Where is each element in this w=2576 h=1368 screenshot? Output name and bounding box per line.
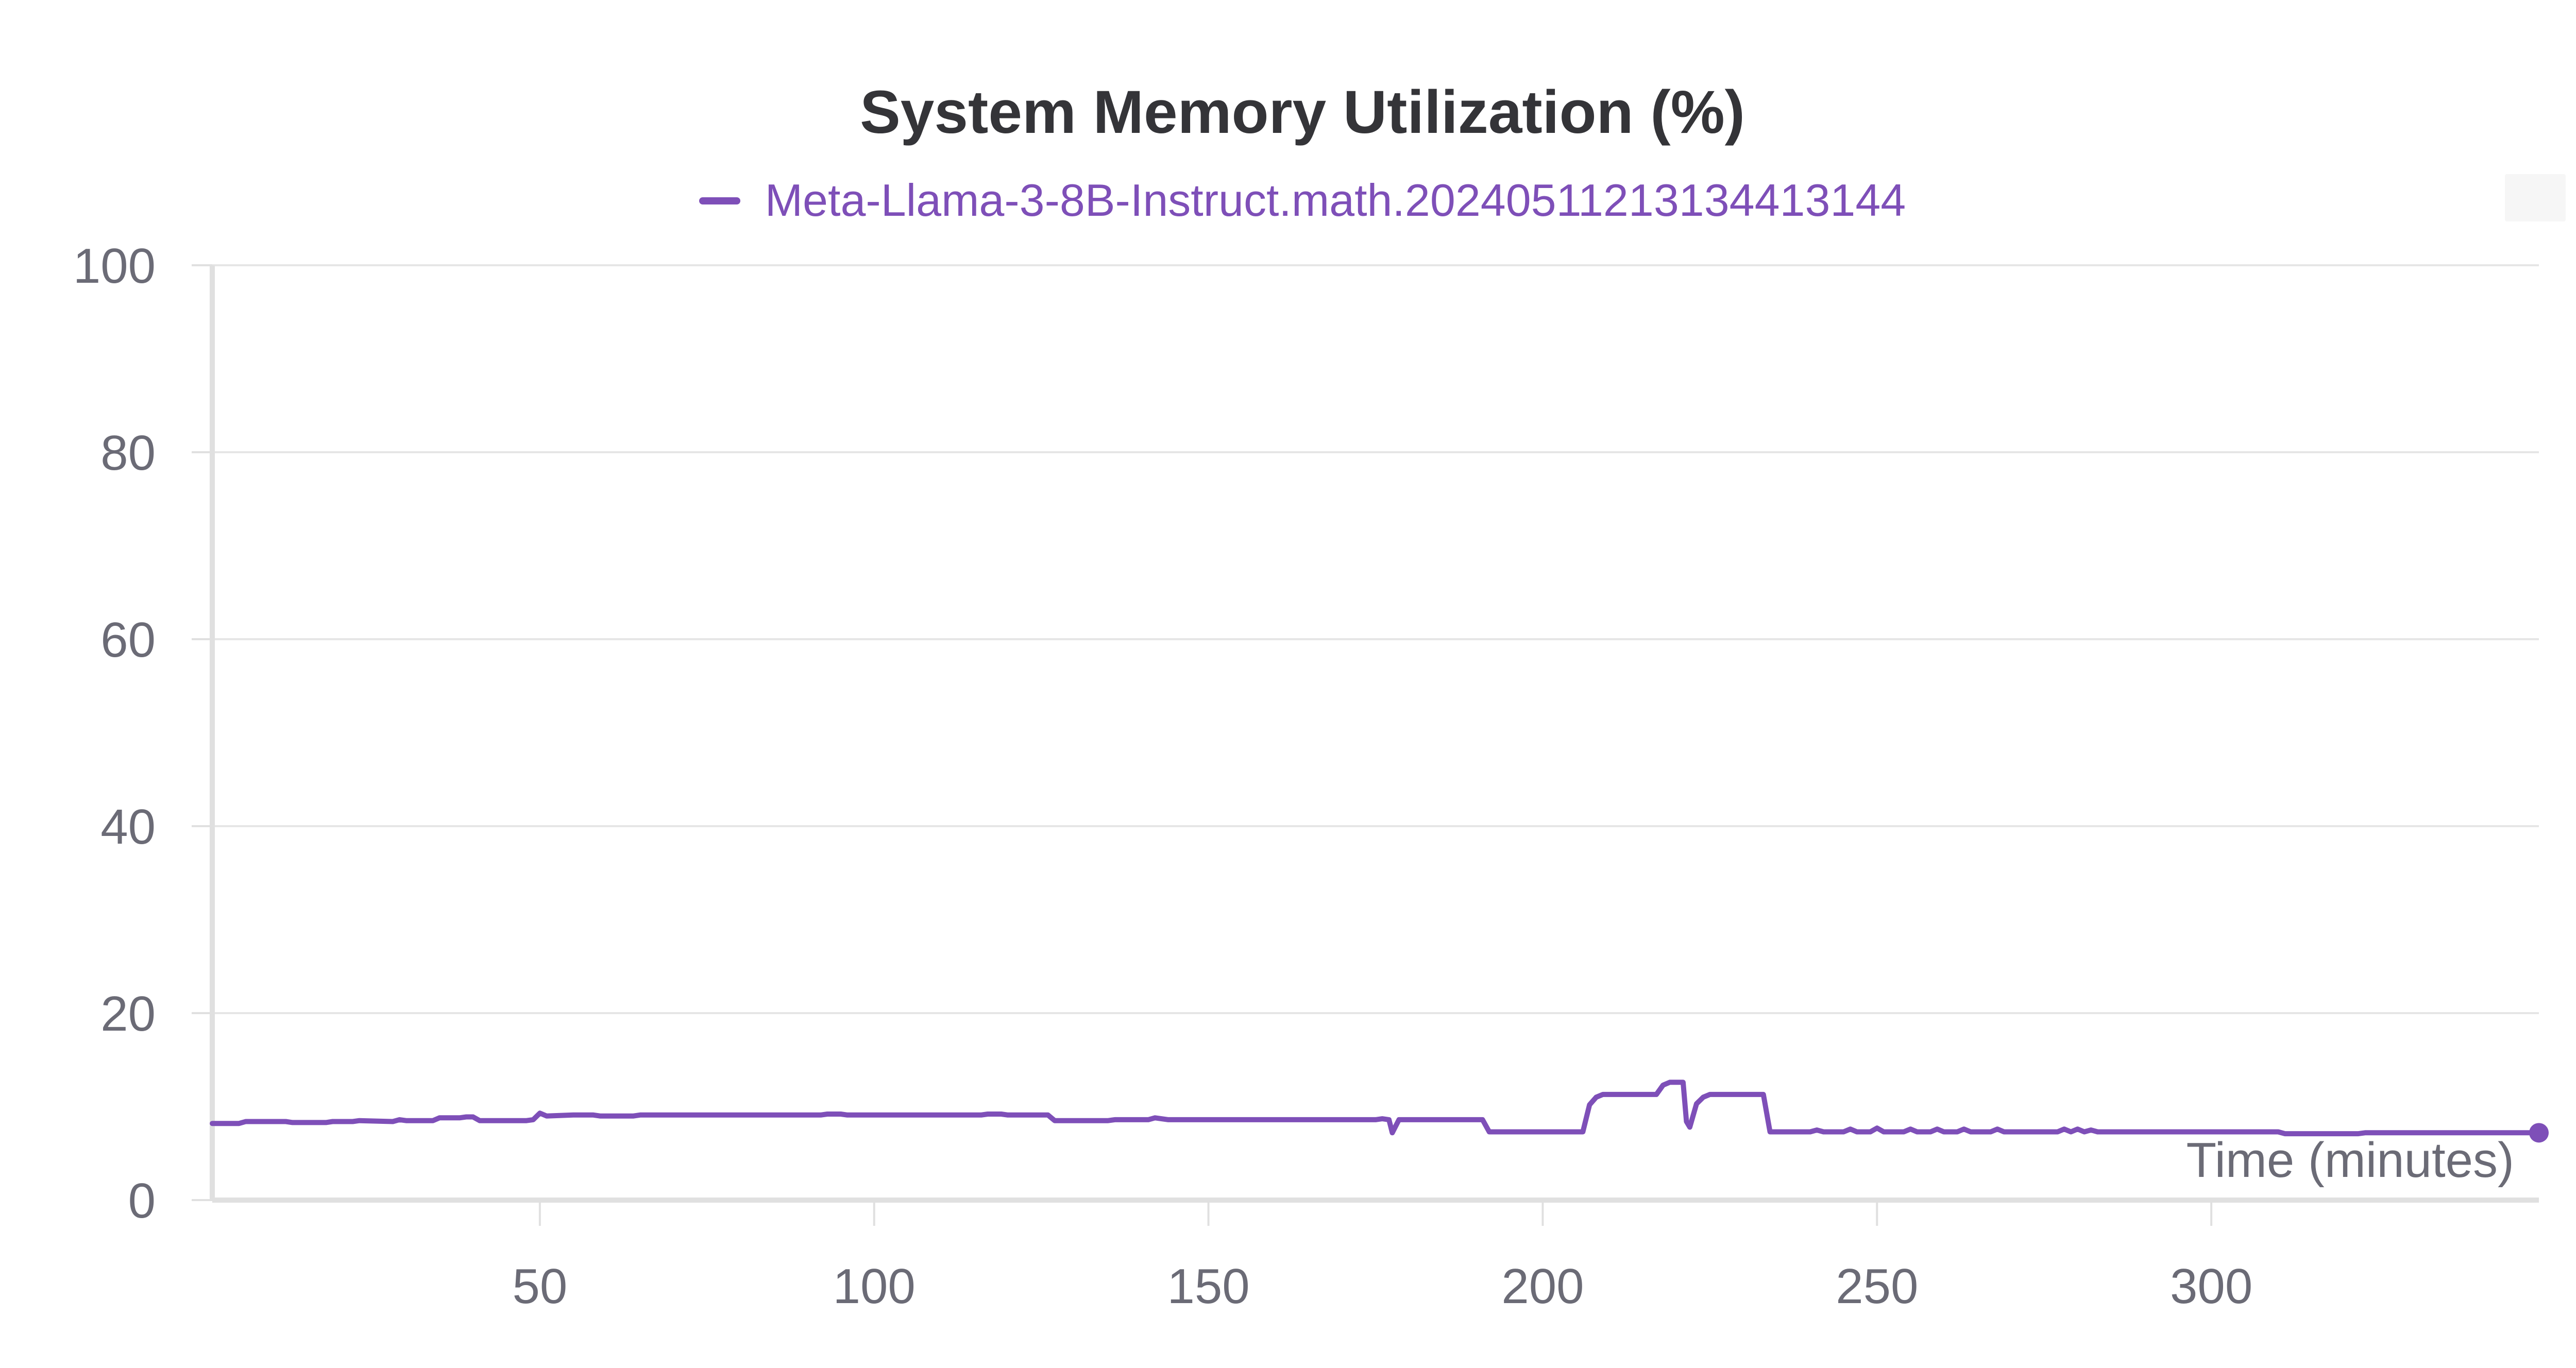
series-end-marker[interactable] (2529, 1123, 2549, 1143)
axes (192, 264, 2539, 1226)
x-tick-label: 200 (1501, 1259, 1584, 1314)
x-tick-label: 100 (833, 1259, 916, 1314)
y-tick-label: 80 (100, 425, 156, 481)
y-tick-label: 60 (100, 612, 156, 668)
x-tick-label: 300 (2170, 1259, 2252, 1314)
y-tick-label: 100 (73, 238, 156, 294)
x-tick-label: 150 (1167, 1259, 1249, 1314)
y-tick-label: 0 (128, 1173, 156, 1228)
y-tick-label: 20 (100, 986, 156, 1041)
x-tick-label: 50 (512, 1259, 567, 1314)
series-layer (210, 1080, 2549, 1143)
y-tick-label: 40 (100, 799, 156, 854)
legend-menu-button[interactable] (2505, 174, 2566, 221)
legend-swatch (699, 197, 740, 204)
chart-title: System Memory Utilization (%) (860, 78, 1745, 146)
x-axis-title: Time (minutes) (2186, 1133, 2514, 1188)
gridlines (212, 264, 2539, 1014)
legend-series-label: Meta-Llama-3-8B-Instruct.math.2024051121… (765, 175, 1906, 226)
x-tick-label: 250 (1836, 1259, 1918, 1314)
tick-labels: 0 20 40 60 80 100 50 100 150 200 250 300 (73, 238, 2252, 1314)
legend[interactable]: Meta-Llama-3-8B-Instruct.math.2024051121… (0, 174, 2576, 227)
series-line[interactable] (210, 1080, 2541, 1137)
